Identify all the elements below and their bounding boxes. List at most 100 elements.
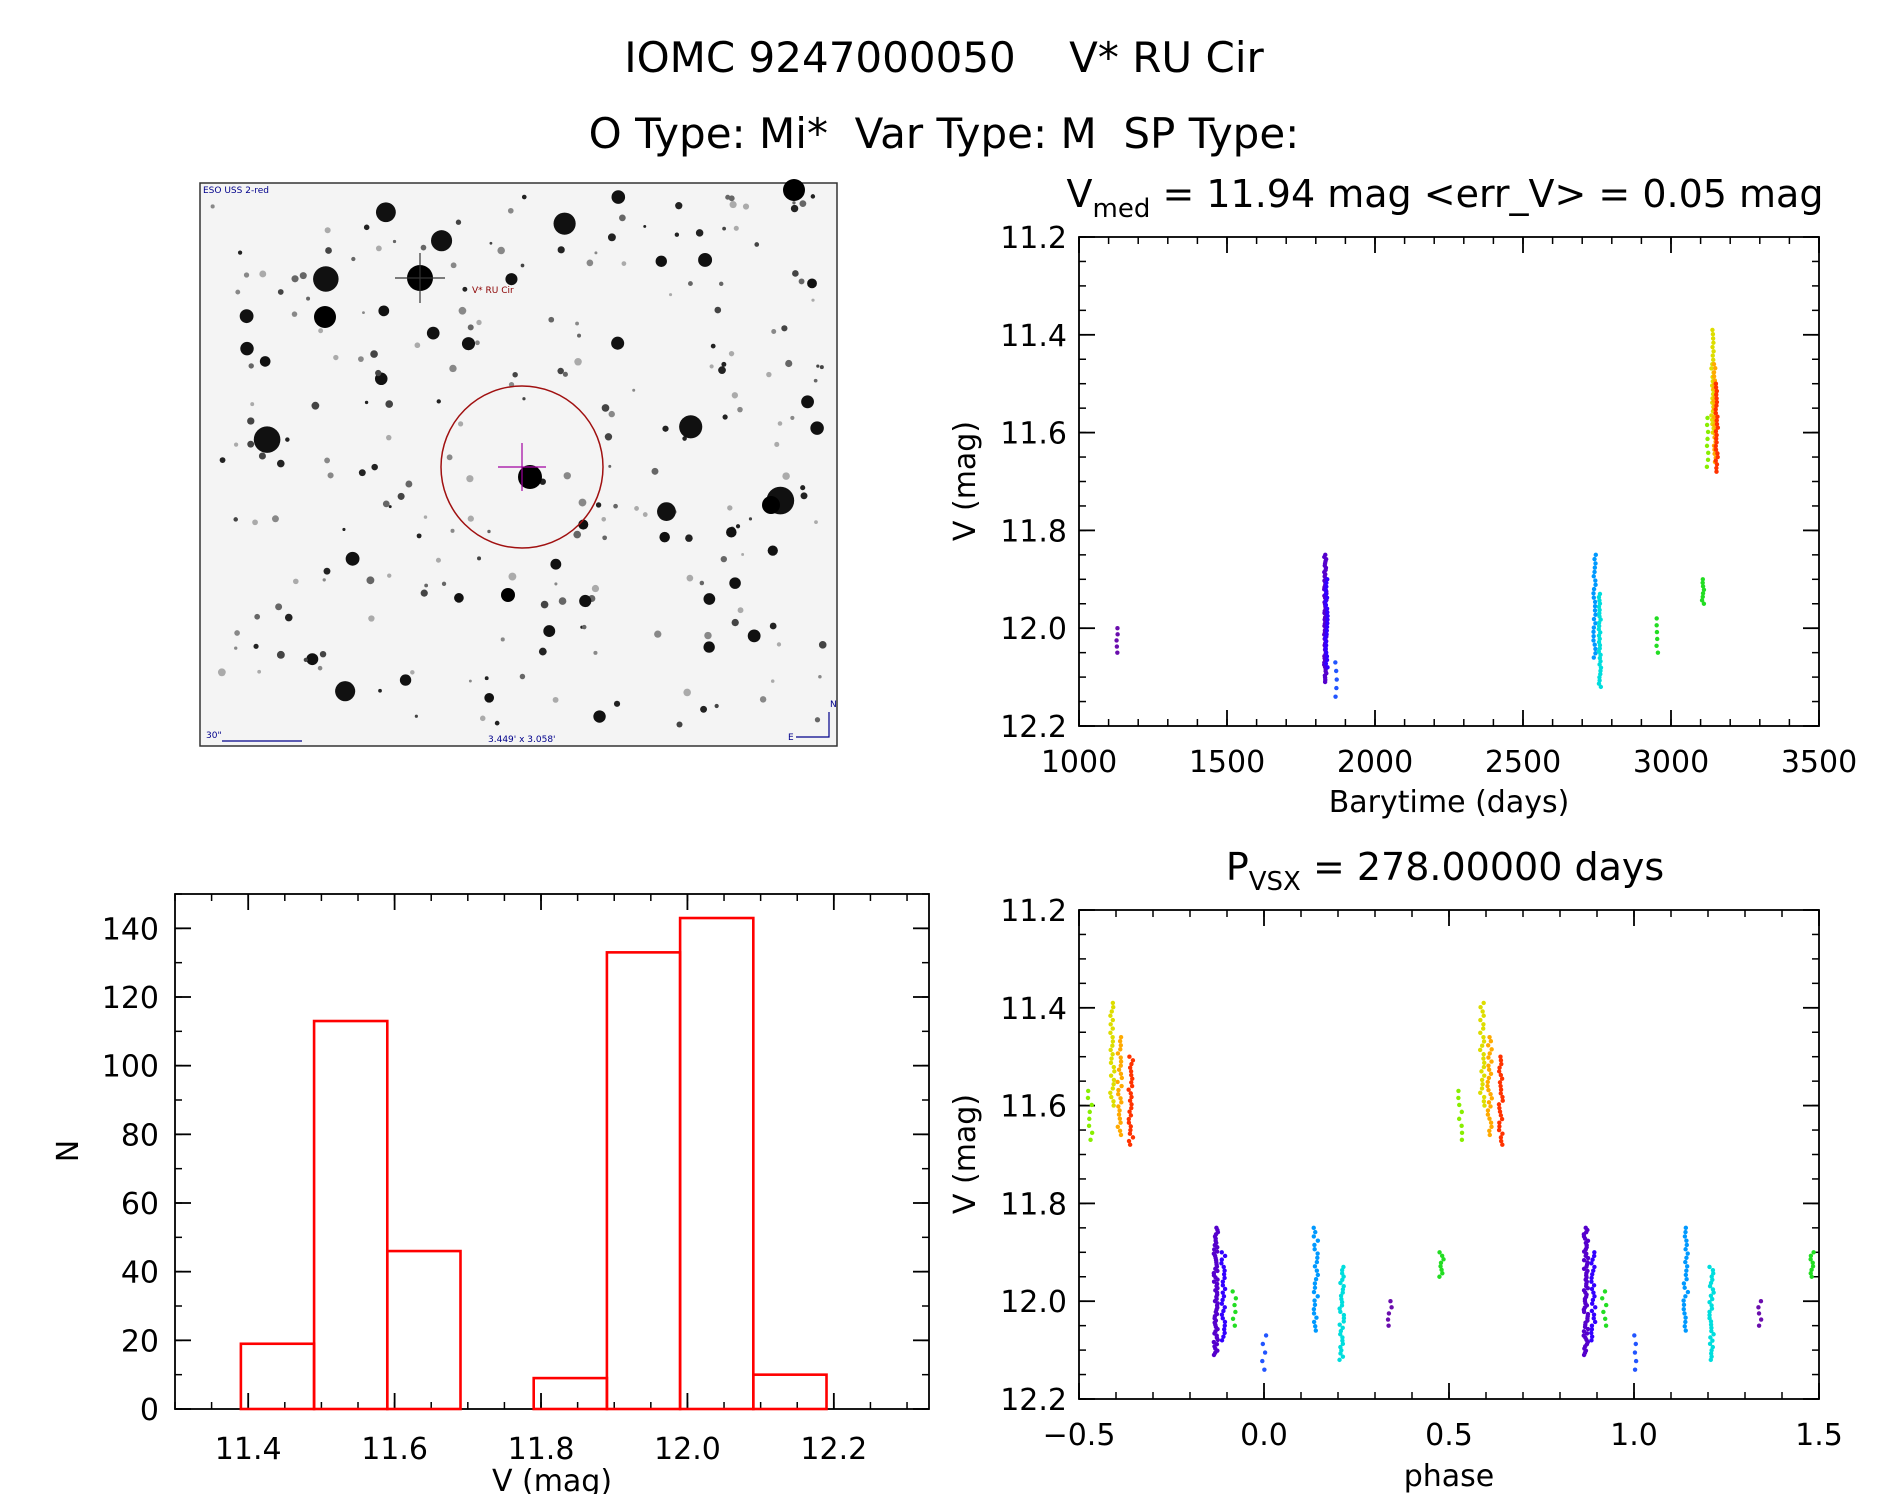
phased-point [1758, 1299, 1764, 1304]
phased-point [1312, 1302, 1318, 1308]
lightcurve-point [1593, 552, 1598, 558]
phased-point [1338, 1280, 1343, 1286]
phased-point [1220, 1279, 1226, 1284]
finder-star-bright [518, 465, 542, 489]
phased-title-main: P [1226, 845, 1249, 889]
phased-point [1220, 1283, 1226, 1288]
lightcurve-point [1714, 392, 1719, 397]
phased-point [1232, 1323, 1238, 1328]
finder-star [785, 359, 793, 368]
finder-star [807, 278, 817, 289]
finder-star [284, 613, 293, 622]
finder-star [210, 204, 215, 209]
lightcurve-xtick-label: 2000 [1337, 745, 1413, 780]
lightcurve-point [1114, 644, 1120, 649]
finder-star [659, 531, 670, 543]
phased-point [1581, 1352, 1587, 1358]
finder-star [613, 700, 621, 707]
lightcurve-point [1714, 436, 1719, 441]
lightcurve-axes-frame [1078, 236, 1820, 727]
finder-star [714, 306, 722, 314]
phased-point [1222, 1323, 1227, 1328]
lightcurve-ytick-label: 11.2 [1000, 221, 1067, 256]
lightcurve-point [1324, 595, 1330, 600]
finder-star [747, 629, 761, 643]
phased-point [1128, 1124, 1133, 1129]
lightcurve-point [1593, 561, 1598, 566]
histogram-plot: 11.4 11.6 11.8 12.0 12.2 0 20 40 60 80 100 120 140 V… [51, 893, 930, 1494]
phased-point [1221, 1308, 1226, 1314]
phased-point [1633, 1341, 1638, 1347]
lightcurve-point [1715, 414, 1720, 419]
finder-aperture-circle [440, 385, 604, 549]
lightcurve-point [1654, 643, 1659, 649]
phased-point [1111, 1064, 1117, 1070]
phased-point [1215, 1277, 1220, 1282]
finder-star [317, 665, 323, 671]
phased-point [1456, 1116, 1462, 1122]
finder-star [634, 506, 639, 511]
phased-point [1682, 1324, 1687, 1329]
phased-point [1808, 1271, 1813, 1276]
lightcurve-point [1714, 399, 1720, 405]
finder-star [699, 580, 705, 586]
finder-east-label: E [788, 733, 794, 743]
phased-point [1314, 1259, 1320, 1265]
phased-point [1585, 1285, 1591, 1291]
finder-star [731, 392, 739, 399]
finder-chart: ESO USS 2-red V* RU Cir 30" 3.449' x 3.0… [199, 179, 838, 747]
finder-star [392, 239, 397, 244]
finder-star [416, 533, 422, 539]
finder-star [461, 337, 476, 351]
finder-star [608, 410, 615, 418]
phased-point [1481, 1034, 1486, 1040]
lightcurve-point [1713, 366, 1718, 371]
finder-star [754, 242, 760, 247]
phased-point [1129, 1105, 1134, 1111]
finder-star [798, 278, 805, 285]
phased-ytick-label: 11.8 [1000, 1187, 1067, 1222]
phased-point [1438, 1260, 1444, 1265]
finder-star [704, 631, 712, 640]
phased-point [1338, 1293, 1344, 1299]
finder-star [508, 572, 517, 581]
phased-point [1481, 1064, 1487, 1070]
lightcurve-point [1325, 577, 1330, 582]
finder-star [424, 583, 429, 588]
finder-star [368, 615, 375, 622]
phased-point [1488, 1091, 1493, 1097]
lightcurve-point [1591, 655, 1596, 660]
phased-point [1110, 1034, 1115, 1040]
phased-point [1592, 1319, 1598, 1325]
finder-star [522, 397, 526, 401]
finder-star-bright [762, 496, 780, 514]
phased-point [1085, 1095, 1091, 1101]
lightcurve-point [1592, 608, 1598, 613]
finder-star [676, 721, 683, 728]
lightcurve-point [1711, 349, 1716, 354]
finder-star [642, 512, 648, 517]
lightcurve-ytick-label: 12.0 [1000, 612, 1067, 647]
phased-point [1485, 1079, 1490, 1085]
finder-star [548, 316, 555, 323]
finder-star [770, 679, 775, 683]
finder-star [774, 441, 780, 447]
lightcurve-point [1596, 620, 1602, 626]
histogram-ytick-label: 60 [121, 1187, 159, 1222]
phased-point [1487, 1051, 1492, 1056]
finder-star [351, 256, 356, 262]
phased-point [1128, 1091, 1133, 1096]
phased-point [1115, 1079, 1120, 1085]
phased-point [1487, 1132, 1493, 1138]
phased-point [1481, 1000, 1486, 1006]
finder-star [497, 246, 505, 255]
phased-point [1263, 1333, 1269, 1338]
finder-star [602, 535, 608, 541]
histogram-xtick-label: 12.2 [800, 1432, 867, 1467]
phased-point [1488, 1120, 1494, 1125]
lightcurve-point [1593, 646, 1598, 652]
phased-point [1756, 1305, 1761, 1310]
lightcurve-point [1325, 621, 1330, 626]
histogram-xtick-label: 12.0 [654, 1432, 721, 1467]
phased-point [1118, 1034, 1124, 1040]
